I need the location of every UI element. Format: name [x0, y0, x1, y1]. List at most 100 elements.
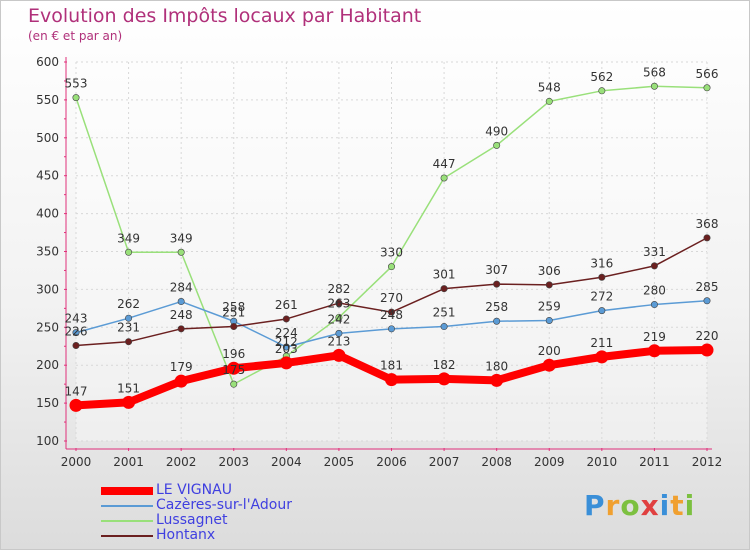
- data-point-lussagnet: [387, 263, 395, 271]
- data-point-caz-res-sur-l-adour: [72, 329, 80, 337]
- data-label-lussagnet: 330: [380, 246, 403, 260]
- data-label-caz-res-sur-l-adour: 258: [485, 300, 508, 314]
- legend-item: LE VIGNAU: [101, 482, 361, 499]
- y-tick-label: 200: [36, 358, 59, 372]
- data-point-lussagnet: [440, 174, 448, 182]
- data-label-caz-res-sur-l-adour: 251: [433, 306, 456, 320]
- data-point-le-vignau: [122, 395, 136, 409]
- data-label-caz-res-sur-l-adour: 248: [380, 308, 403, 322]
- data-label-lussagnet: 568: [643, 65, 666, 79]
- data-point-hontanx: [335, 299, 343, 307]
- data-point-caz-res-sur-l-adour: [282, 343, 290, 351]
- legend-item: Hontanx: [101, 527, 361, 544]
- data-label-hontanx: 307: [485, 263, 508, 277]
- data-point-lussagnet: [335, 313, 343, 321]
- data-label-lussagnet: 447: [433, 157, 456, 171]
- legend-swatch: [101, 487, 153, 495]
- axes: 100 150 200 250 300 350 400 450 500 550 600 2000 200…: [36, 55, 722, 469]
- x-tick-label: 2004: [271, 455, 302, 469]
- data-point-le-vignau: [332, 348, 346, 362]
- data-label-le-vignau: 203: [275, 342, 298, 356]
- data-label-hontanx: 226: [65, 324, 88, 338]
- data-point-hontanx: [598, 273, 606, 281]
- data-label-lussagnet: 175: [222, 363, 245, 377]
- data-label-hontanx: 301: [433, 268, 456, 282]
- data-label-lussagnet: 263: [327, 296, 350, 310]
- x-tick-label: 2010: [587, 455, 618, 469]
- data-point-le-vignau: [700, 343, 714, 357]
- x-tick-label: 2005: [324, 455, 355, 469]
- data-label-hontanx: 282: [327, 282, 350, 296]
- data-point-hontanx: [387, 308, 395, 316]
- data-label-hontanx: 368: [696, 217, 719, 231]
- data-point-lussagnet: [703, 84, 711, 92]
- data-point-le-vignau: [174, 374, 188, 388]
- x-tick-label: 2002: [166, 455, 197, 469]
- x-tick-label: 2006: [376, 455, 407, 469]
- data-point-caz-res-sur-l-adour: [177, 298, 185, 306]
- data-label-caz-res-sur-l-adour: 224: [275, 326, 298, 340]
- data-label-lussagnet: 562: [590, 70, 613, 84]
- data-point-hontanx: [703, 234, 711, 242]
- data-labels: 147 151 179 196 203 213 181 182 180 200 211 219 220 2…: [65, 65, 719, 398]
- data-label-caz-res-sur-l-adour: 272: [590, 290, 613, 304]
- data-label-hontanx: 331: [643, 245, 666, 259]
- legend-label: LE VIGNAU: [156, 482, 232, 498]
- data-point-le-vignau: [647, 344, 661, 358]
- data-label-hontanx: 231: [117, 321, 140, 335]
- data-label-le-vignau: 220: [696, 329, 719, 343]
- y-tick-label: 100: [36, 434, 59, 448]
- data-label-caz-res-sur-l-adour: 262: [117, 297, 140, 311]
- data-point-lussagnet: [650, 82, 658, 90]
- data-point-le-vignau: [437, 372, 451, 386]
- series-lines: [69, 82, 714, 412]
- data-point-caz-res-sur-l-adour: [387, 325, 395, 333]
- data-point-le-vignau: [279, 356, 293, 370]
- legend-label: Lussagnet: [156, 512, 228, 528]
- data-point-le-vignau: [385, 373, 398, 387]
- x-tick-label: 2008: [481, 455, 512, 469]
- data-label-le-vignau: 213: [327, 334, 350, 348]
- data-label-caz-res-sur-l-adour: 258: [222, 300, 245, 314]
- legend-swatch: [101, 535, 153, 537]
- data-label-lussagnet: 553: [65, 77, 88, 91]
- data-point-caz-res-sur-l-adour: [493, 317, 501, 325]
- y-tick-label: 600: [36, 55, 59, 69]
- data-label-hontanx: 248: [170, 308, 193, 322]
- legend-item: Lussagnet: [101, 512, 361, 529]
- x-tick-label: 2003: [218, 455, 249, 469]
- data-label-le-vignau: 211: [590, 336, 613, 350]
- y-tick-label: 550: [36, 93, 59, 107]
- data-label-lussagnet: 566: [696, 67, 719, 81]
- data-point-hontanx: [230, 323, 238, 331]
- data-label-le-vignau: 180: [485, 359, 508, 373]
- data-label-le-vignau: 151: [117, 381, 140, 395]
- data-point-lussagnet: [230, 380, 238, 388]
- data-point-hontanx: [545, 281, 553, 289]
- x-tick-label: 2001: [113, 455, 144, 469]
- x-tick-label: 2000: [61, 455, 92, 469]
- chart-title: Evolution des Impôts locaux par Habitant: [28, 5, 422, 27]
- x-tick-label: 2009: [534, 455, 565, 469]
- data-label-lussagnet: 548: [538, 80, 561, 94]
- data-label-le-vignau: 181: [380, 359, 403, 373]
- data-point-lussagnet: [598, 87, 606, 95]
- x-tick-label: 2012: [692, 455, 723, 469]
- data-label-hontanx: 261: [275, 298, 298, 312]
- data-label-lussagnet: 349: [117, 231, 140, 245]
- data-label-lussagnet: 490: [485, 124, 508, 138]
- data-label-hontanx: 251: [222, 306, 245, 320]
- data-point-caz-res-sur-l-adour: [125, 314, 133, 322]
- data-point-hontanx: [177, 325, 185, 333]
- data-point-caz-res-sur-l-adour: [335, 329, 343, 337]
- y-tick-label: 300: [36, 282, 59, 296]
- y-tick-label: 500: [36, 131, 59, 145]
- data-point-lussagnet: [177, 248, 185, 256]
- data-point-caz-res-sur-l-adour: [598, 307, 606, 315]
- data-label-hontanx: 270: [380, 291, 403, 305]
- y-tick-label: 400: [36, 207, 59, 221]
- y-tick-label: 150: [36, 396, 59, 410]
- data-label-le-vignau: 182: [433, 358, 456, 372]
